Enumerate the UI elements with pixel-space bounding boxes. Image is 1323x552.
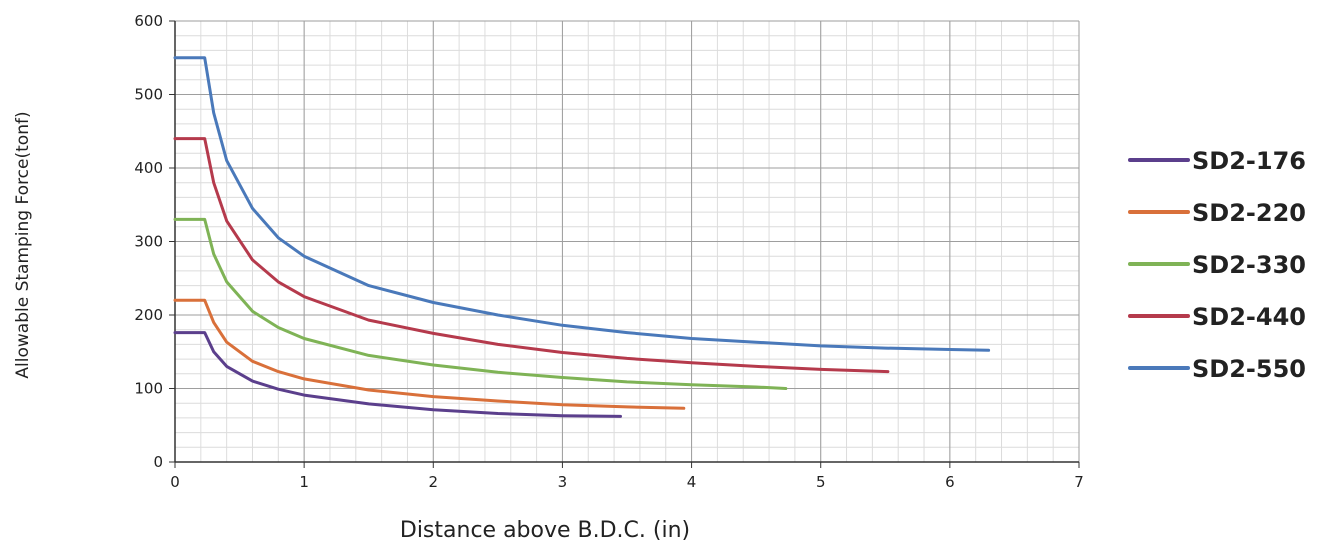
legend-label-sd2-220: SD2-220 bbox=[1192, 199, 1306, 227]
series-line-sd2-440 bbox=[173, 137, 890, 374]
x-tick-label: 1 bbox=[299, 473, 309, 491]
series-line-sd2-176 bbox=[173, 331, 622, 418]
y-tick-label: 600 bbox=[134, 12, 163, 30]
legend-label-sd2-176: SD2-176 bbox=[1192, 147, 1306, 175]
series-line-sd2-330 bbox=[173, 217, 788, 390]
legend-label-sd2-330: SD2-330 bbox=[1192, 251, 1306, 279]
legend: SD2-176 SD2-220 SD2-330 SD2-440 SD2-550 bbox=[1128, 147, 1306, 383]
y-tick-label: 300 bbox=[134, 233, 163, 251]
series-line-sd2-220 bbox=[173, 298, 686, 410]
y-tick-label: 400 bbox=[134, 159, 163, 177]
x-tick-label: 5 bbox=[816, 473, 826, 491]
legend-label-sd2-440: SD2-440 bbox=[1192, 303, 1306, 331]
x-tick-label: 6 bbox=[945, 473, 955, 491]
grid bbox=[174, 20, 1080, 463]
y-tick-label: 100 bbox=[134, 380, 163, 398]
x-tick-label: 0 bbox=[170, 473, 180, 491]
x-tick-label: 3 bbox=[558, 473, 568, 491]
y-axis-title: Allowable Stamping Force(tonf) bbox=[13, 111, 33, 378]
series-line-sd2-550 bbox=[173, 56, 991, 352]
y-tick-label: 0 bbox=[153, 453, 163, 471]
y-tick-label: 200 bbox=[134, 306, 163, 324]
x-tick-label: 2 bbox=[429, 473, 439, 491]
legend-label-sd2-550: SD2-550 bbox=[1192, 355, 1306, 383]
y-tick-label: 500 bbox=[134, 86, 163, 104]
axes: 0 1 2 3 4 5 6 7 0 100 200 300 400 500 600 bbox=[134, 12, 1083, 491]
x-axis-title: Distance above B.D.C. (in) bbox=[400, 518, 690, 543]
x-tick-label: 4 bbox=[687, 473, 697, 491]
x-tick-label: 7 bbox=[1074, 473, 1084, 491]
series bbox=[173, 56, 991, 418]
